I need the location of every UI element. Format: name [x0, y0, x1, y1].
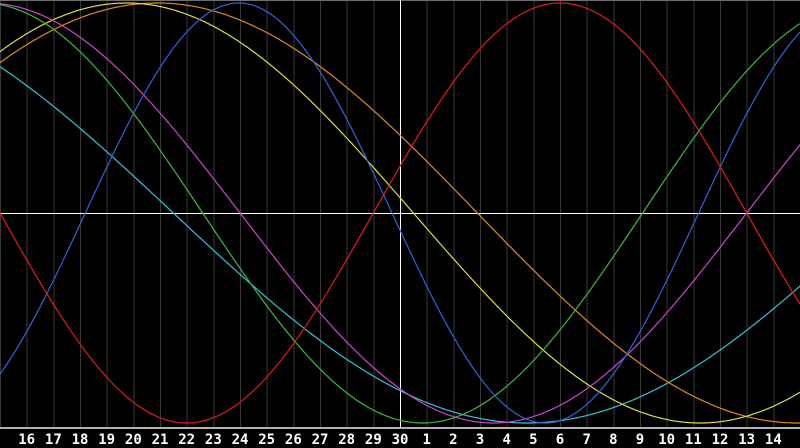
x-tick-label: 25 — [258, 432, 275, 448]
x-tick-label: 6 — [556, 432, 564, 448]
x-tick-label: 29 — [365, 432, 382, 448]
x-tick-label: 5 — [529, 432, 537, 448]
x-tick-label: 9 — [636, 432, 644, 448]
x-tick-label: 19 — [98, 432, 115, 448]
cycle-43-day-curve — [0, 2, 800, 424]
x-tick-label: 3 — [476, 432, 484, 448]
x-tick-label: 22 — [178, 432, 195, 448]
x-tick-label: 1 — [422, 432, 430, 448]
x-tick-label: 17 — [45, 432, 62, 448]
x-tick-label: 27 — [312, 432, 329, 448]
x-tick-label: 16 — [18, 432, 35, 448]
x-tick-label: 13 — [738, 432, 755, 448]
cycle-23-day-curve — [0, 2, 800, 424]
x-tick-label: 11 — [685, 432, 702, 448]
x-tick-label: 23 — [205, 432, 222, 448]
x-tick-label: 14 — [765, 432, 782, 448]
x-tick-label: 24 — [232, 432, 249, 448]
x-tick-label: 28 — [338, 432, 355, 448]
x-tick-label: 12 — [712, 432, 729, 448]
cycle-38-day-curve — [0, 3, 800, 424]
x-tick-label: 2 — [449, 432, 457, 448]
x-tick-label: 4 — [502, 432, 510, 448]
cycle-28-day-curve — [0, 2, 800, 424]
x-tick-label: 7 — [582, 432, 590, 448]
x-tick-label: 30 — [392, 432, 409, 448]
cycle-48-day-curve — [0, 2, 800, 424]
x-tick-label: 8 — [609, 432, 617, 448]
x-tick-label: 26 — [285, 432, 302, 448]
cycle-53-day-curve — [0, 66, 800, 424]
x-tick-label: 20 — [125, 432, 142, 448]
x-tick-label: 18 — [72, 432, 89, 448]
x-tick-label: 21 — [152, 432, 169, 448]
x-tick-label: 10 — [658, 432, 675, 448]
